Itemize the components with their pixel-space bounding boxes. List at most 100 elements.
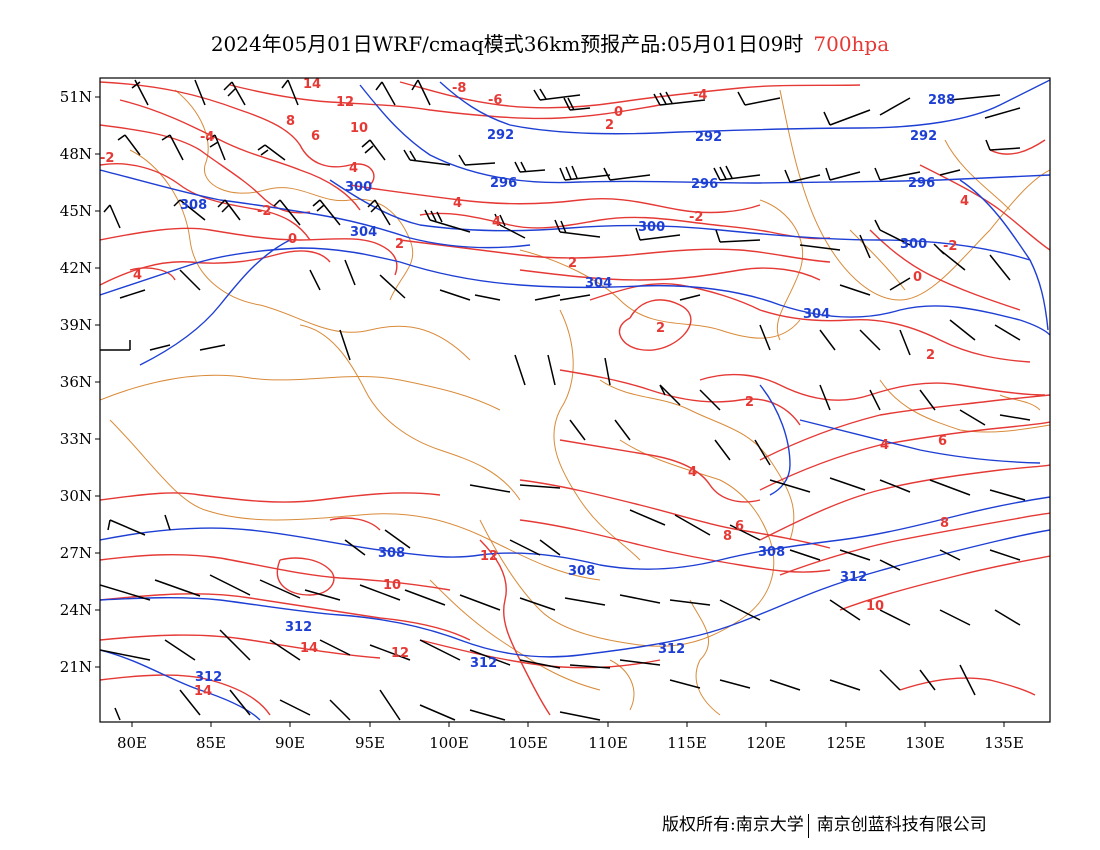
height-label: 304 — [350, 225, 377, 240]
temperature-label: 8 — [723, 529, 732, 544]
lon-label: 120E — [746, 734, 786, 752]
temperature-label: 6 — [938, 434, 947, 449]
temperature-label: -4 — [693, 88, 707, 103]
temperature-label: 10 — [383, 578, 401, 593]
copyright-owner: 版权所有:南京大学 — [662, 815, 804, 835]
temperature-label: 8 — [940, 516, 949, 531]
temperature-label: 0 — [614, 105, 623, 120]
lon-label: 135E — [984, 734, 1024, 752]
height-label: 308 — [378, 546, 405, 561]
height-label: 304 — [585, 276, 612, 291]
temperature-label: 14 — [303, 77, 321, 92]
longitude-labels: 80E 85E 90E 95E 100E 105E 110E 115E 120E… — [117, 734, 1024, 752]
lat-label: 33N — [60, 430, 92, 448]
temperature-contours — [100, 81, 1050, 716]
height-contours — [100, 79, 1050, 721]
footer-divider — [807, 813, 809, 838]
temperature-label: 12 — [480, 549, 498, 564]
temperature-label: -2 — [943, 239, 957, 254]
height-label: 308 — [568, 564, 595, 579]
temperature-label: -2 — [100, 151, 114, 166]
height-labels: 288 292 292 292 296 296 296 300 300 300 … — [180, 93, 955, 685]
copyright-company: 南京创蓝科技有限公司 — [816, 815, 987, 835]
lon-label: 95E — [355, 734, 385, 752]
lat-label: 45N — [60, 202, 92, 220]
lat-label: 39N — [60, 316, 92, 334]
temperature-label: 4 — [688, 465, 697, 480]
height-label: 300 — [638, 220, 665, 235]
temperature-labels: 14 12 10 8 6 4 -2 -2 -4 -6 -8 0 2 4 -2 0… — [100, 77, 969, 699]
title-text: 2024年05月01日WRF/cmaq模式36km预报产品:05月01日09时 — [210, 32, 804, 56]
lon-label: 115E — [667, 734, 707, 752]
temperature-label: 2 — [745, 395, 754, 410]
height-label: 308 — [180, 198, 207, 213]
lat-label: 24N — [60, 601, 92, 619]
temperature-label: -8 — [452, 81, 466, 96]
chart-title: 2024年05月01日WRF/cmaq模式36km预报产品:05月01日09时 7… — [0, 28, 1100, 57]
lon-label: 125E — [826, 734, 866, 752]
lon-label: 130E — [905, 734, 945, 752]
height-label: 312 — [470, 656, 497, 671]
height-label: 296 — [490, 176, 517, 191]
height-label: 296 — [908, 176, 935, 191]
height-label: 300 — [345, 180, 372, 195]
temperature-label: -6 — [488, 93, 502, 108]
axis-ticks — [95, 96, 1005, 727]
temperature-label: 14 — [194, 684, 212, 699]
temperature-label: 0 — [288, 232, 297, 247]
temperature-label: -2 — [689, 210, 703, 225]
temperature-label: 4 — [880, 438, 889, 453]
height-label: 312 — [840, 570, 867, 585]
copyright-footer: 版权所有:南京大学 南京创蓝科技有限公司 — [662, 810, 987, 838]
height-label: 288 — [928, 93, 955, 108]
temperature-label: 8 — [286, 114, 295, 129]
plot-background — [100, 78, 1050, 722]
temperature-label: 4 — [349, 161, 358, 176]
temperature-label: 12 — [336, 95, 354, 110]
lon-label: 80E — [117, 734, 147, 752]
lat-label: 48N — [60, 145, 92, 163]
lat-label: 36N — [60, 373, 92, 391]
height-label: 292 — [487, 128, 514, 143]
lat-label: 21N — [60, 658, 92, 676]
temperature-label: 4 — [453, 196, 462, 211]
temperature-label: 2 — [656, 321, 665, 336]
temperature-label: 4 — [133, 268, 142, 283]
height-label: 300 — [900, 237, 927, 252]
lat-label: 42N — [60, 259, 92, 277]
lat-label: 27N — [60, 544, 92, 562]
height-label: 312 — [195, 670, 222, 685]
lon-label: 100E — [429, 734, 469, 752]
temperature-label: -2 — [257, 204, 271, 219]
lat-label: 30N — [60, 487, 92, 505]
temperature-label: 2 — [395, 237, 404, 252]
height-label: 292 — [910, 129, 937, 144]
height-label: 292 — [695, 130, 722, 145]
lon-label: 85E — [196, 734, 226, 752]
height-label: 312 — [658, 642, 685, 657]
temperature-label: 2 — [926, 348, 935, 363]
temperature-label: -4 — [200, 130, 214, 145]
temperature-label: 12 — [391, 646, 409, 661]
temperature-label: 10 — [350, 121, 368, 136]
height-label: 308 — [758, 545, 785, 560]
temperature-label: 14 — [300, 641, 318, 656]
height-label: 304 — [803, 307, 830, 322]
lon-label: 90E — [275, 734, 305, 752]
lon-label: 110E — [588, 734, 628, 752]
plot-frame — [99, 77, 1051, 723]
temperature-label: 2 — [605, 118, 614, 133]
wind-barbs — [100, 79, 1031, 721]
height-label: 296 — [691, 177, 718, 192]
lat-label: 51N — [60, 88, 92, 106]
lon-label: 105E — [508, 734, 548, 752]
temperature-label: 4 — [492, 215, 501, 230]
temperature-label: 6 — [311, 129, 320, 144]
temperature-label: 4 — [960, 194, 969, 209]
latitude-labels: 51N 48N 45N 42N 39N 36N 33N 30N 27N 24N … — [60, 88, 92, 676]
height-label: 312 — [285, 620, 312, 635]
pressure-level: 700hpa — [813, 32, 890, 56]
temperature-label: 0 — [913, 270, 922, 285]
temperature-label: 10 — [866, 599, 884, 614]
